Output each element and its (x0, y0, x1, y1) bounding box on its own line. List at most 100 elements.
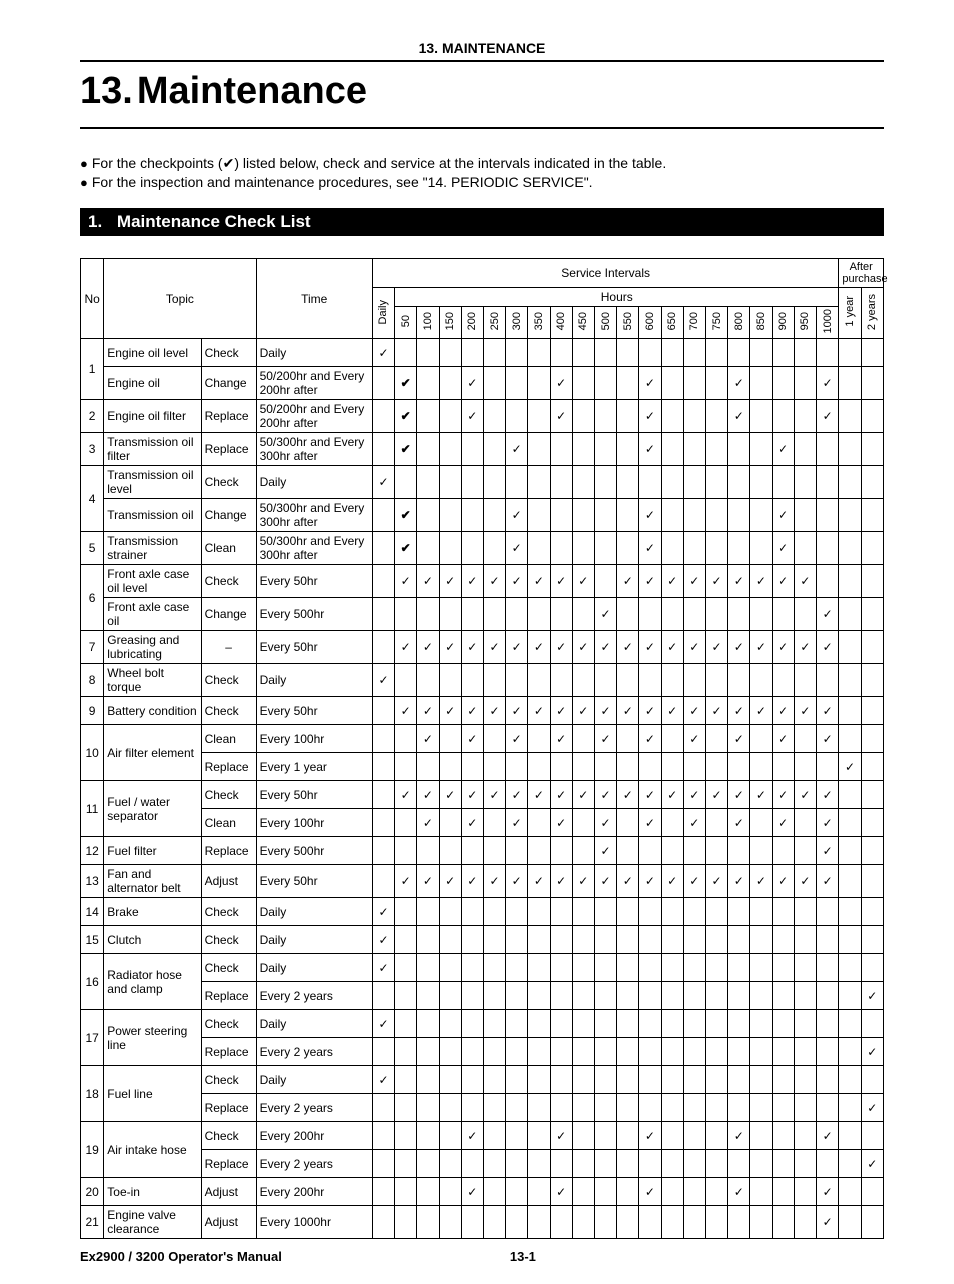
cell-hour (461, 954, 483, 982)
cell-hour (683, 466, 705, 499)
cell-2years (861, 954, 883, 982)
cell-hour (594, 499, 616, 532)
cell-time: Every 50hr (256, 565, 372, 598)
table-row: 9Battery conditionCheckEvery 50hr✓✓✓✓✓✓✓… (81, 697, 884, 725)
cell-2years (861, 433, 883, 466)
cell-hour (506, 954, 528, 982)
cell-hour (750, 1094, 772, 1122)
cell-time: Daily (256, 1066, 372, 1094)
cell-hour (639, 954, 661, 982)
cell-hour: ✓ (772, 499, 794, 532)
cell-daily (372, 499, 394, 532)
cell-hour (794, 1094, 816, 1122)
cell-hour (772, 1178, 794, 1206)
cell-daily (372, 1150, 394, 1178)
cell-topic: Air intake hose (104, 1122, 201, 1178)
cell-hour (417, 1094, 439, 1122)
cell-hour (617, 1206, 639, 1239)
cell-action: Adjust (201, 1178, 256, 1206)
cell-hour: ✓ (617, 697, 639, 725)
cell-hour: ✓ (483, 781, 505, 809)
cell-topic: Engine oil filter (104, 400, 201, 433)
cell-1year (839, 433, 861, 466)
cell-hour (550, 598, 572, 631)
table-row: ReplaceEvery 2 years✓ (81, 1038, 884, 1066)
cell-hour (794, 1066, 816, 1094)
cell-no: 16 (81, 954, 104, 1010)
cell-topic: Greasing and lubricating (104, 631, 201, 664)
cell-hour (794, 926, 816, 954)
cell-hour: ✓ (728, 697, 750, 725)
cell-hour: ✓ (417, 781, 439, 809)
cell-hour (750, 982, 772, 1010)
cell-hour: ✓ (550, 865, 572, 898)
cell-topic: Air filter element (104, 725, 201, 781)
cell-hour (395, 1094, 417, 1122)
cell-hour (417, 433, 439, 466)
cell-hour (528, 1066, 550, 1094)
cell-hour (772, 466, 794, 499)
cell-action: Clean (201, 532, 256, 565)
cell-hour (439, 532, 461, 565)
cell-hour: ✓ (395, 565, 417, 598)
cell-hour (483, 1122, 505, 1150)
cell-hour: ✓ (728, 1178, 750, 1206)
cell-1year (839, 898, 861, 926)
cell-hour (772, 837, 794, 865)
cell-daily (372, 781, 394, 809)
cell-no: 15 (81, 926, 104, 954)
hdr-hour: 650 (661, 307, 683, 339)
cell-hour (750, 1010, 772, 1038)
cell-hour: ✓ (750, 565, 772, 598)
cell-hour: ✓ (395, 865, 417, 898)
cell-hour (639, 1206, 661, 1239)
cell-hour: ✓ (816, 631, 838, 664)
cell-hour: ✓ (705, 631, 727, 664)
cell-action: Check (201, 954, 256, 982)
cell-action: Replace (201, 433, 256, 466)
cell-hour (617, 400, 639, 433)
cell-hour (661, 598, 683, 631)
cell-hour (483, 466, 505, 499)
cell-hour (461, 1038, 483, 1066)
cell-no: 5 (81, 532, 104, 565)
cell-hour: ✓ (550, 400, 572, 433)
cell-topic: Fuel line (104, 1066, 201, 1122)
cell-hour (728, 954, 750, 982)
cell-topic: Transmission strainer (104, 532, 201, 565)
cell-hour: ✓ (461, 697, 483, 725)
cell-hour (772, 1094, 794, 1122)
cell-2years (861, 1122, 883, 1150)
cell-hour (572, 664, 594, 697)
cell-hour (794, 753, 816, 781)
table-row: 18Fuel lineCheckDaily✓ (81, 1066, 884, 1094)
cell-1year (839, 809, 861, 837)
cell-hour: ✔ (395, 532, 417, 565)
cell-hour: ✓ (639, 565, 661, 598)
cell-hour (572, 1178, 594, 1206)
cell-hour (506, 598, 528, 631)
cell-hour (439, 982, 461, 1010)
cell-hour: ✓ (439, 865, 461, 898)
cell-hour (661, 466, 683, 499)
hdr-hour: 900 (772, 307, 794, 339)
cell-hour (794, 400, 816, 433)
cell-hour (772, 982, 794, 1010)
cell-hour (550, 664, 572, 697)
cell-hour (395, 898, 417, 926)
cell-hour (750, 725, 772, 753)
cell-hour (750, 954, 772, 982)
cell-hour (750, 753, 772, 781)
cell-hour (728, 499, 750, 532)
cell-2years (861, 1178, 883, 1206)
cell-hour (417, 1150, 439, 1178)
cell-hour (639, 837, 661, 865)
cell-hour (794, 1038, 816, 1066)
cell-1year (839, 781, 861, 809)
cell-hour (794, 1010, 816, 1038)
cell-hour: ✓ (417, 809, 439, 837)
cell-hour (705, 1094, 727, 1122)
cell-no: 18 (81, 1066, 104, 1122)
cell-hour (395, 598, 417, 631)
cell-hour: ✓ (550, 781, 572, 809)
